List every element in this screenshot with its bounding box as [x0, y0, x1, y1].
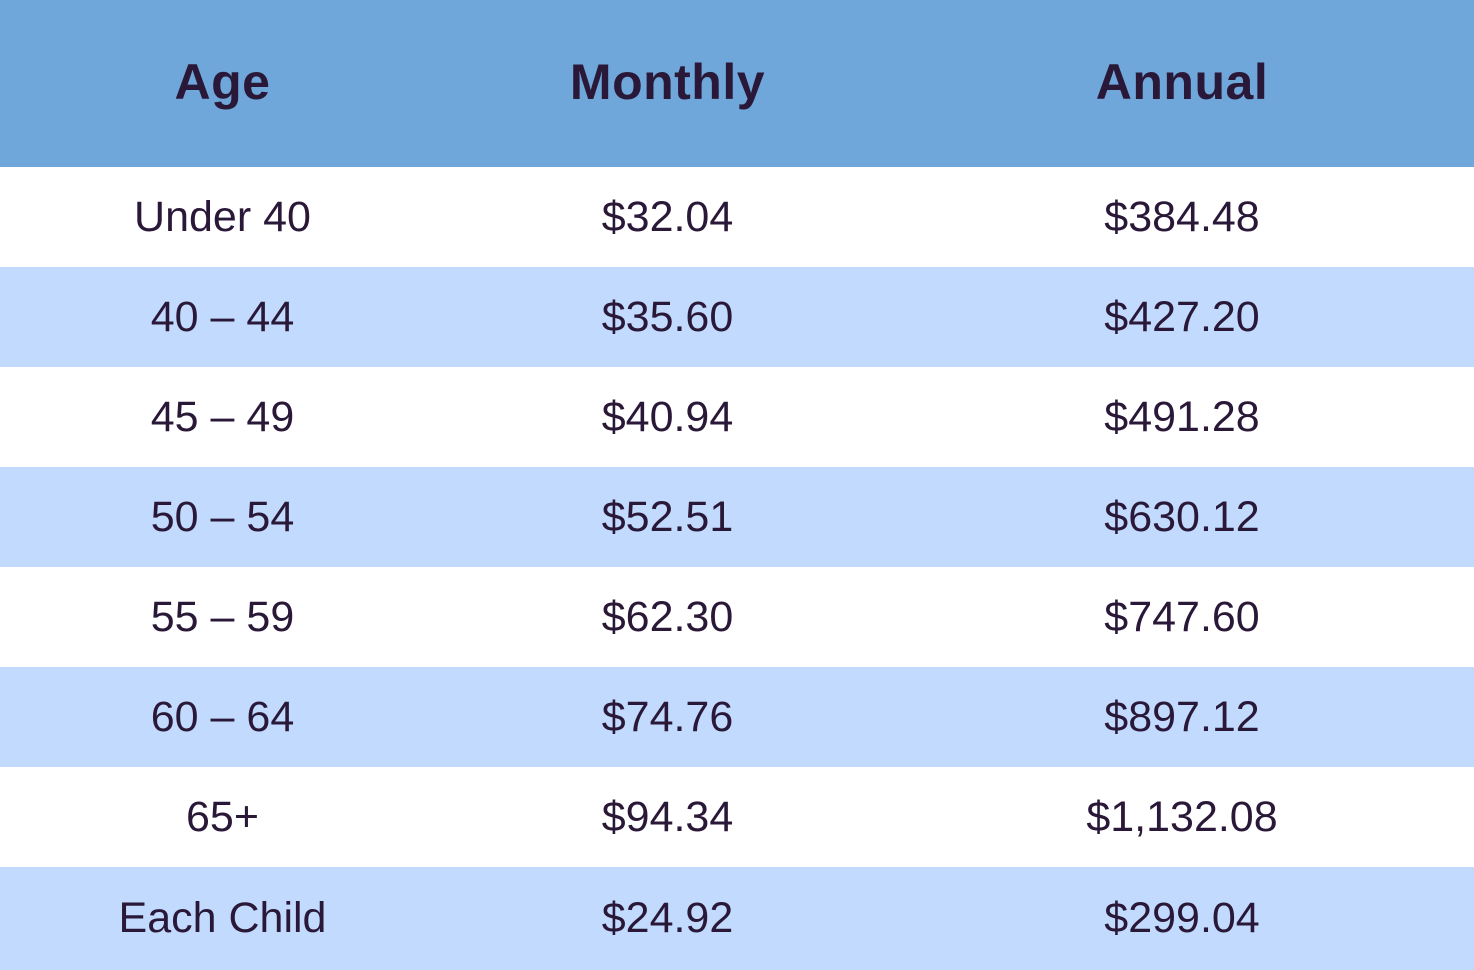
monthly-cell: $52.51: [601, 492, 734, 541]
age-cell: 65+: [186, 792, 259, 841]
monthly-cell: $24.92: [601, 894, 734, 942]
annual-cell: $299.04: [1104, 894, 1260, 942]
age-cell: 45 – 49: [150, 392, 295, 441]
monthly-cell: $62.30: [601, 592, 734, 641]
table-header: Age Monthly Annual: [0, 0, 1474, 167]
table-row: 55 – 59 $62.30 $747.60: [0, 567, 1474, 667]
monthly-cell: $94.34: [601, 792, 734, 841]
table-row: Each Child $24.92 $299.04: [0, 867, 1474, 970]
table-row: Under 40 $32.04 $384.48: [0, 167, 1474, 267]
annual-cell: $1,132.08: [1086, 792, 1278, 841]
annual-cell: $747.60: [1104, 592, 1260, 641]
age-cell: Each Child: [118, 894, 327, 942]
table-row: 45 – 49 $40.94 $491.28: [0, 367, 1474, 467]
monthly-cell: $32.04: [601, 192, 734, 241]
monthly-cell: $74.76: [601, 692, 734, 741]
annual-cell: $630.12: [1104, 492, 1260, 541]
age-cell: 50 – 54: [150, 492, 295, 541]
annual-cell: $491.28: [1104, 392, 1260, 441]
age-cell: 60 – 64: [150, 692, 295, 741]
annual-cell: $384.48: [1104, 192, 1260, 241]
annual-cell: $427.20: [1104, 292, 1260, 341]
table-row: 60 – 64 $74.76 $897.12: [0, 667, 1474, 767]
age-cell: 40 – 44: [150, 292, 295, 341]
annual-cell: $897.12: [1104, 692, 1260, 741]
monthly-cell: $40.94: [601, 392, 734, 441]
age-cell: Under 40: [134, 192, 311, 241]
table-row: 40 – 44 $35.60 $427.20: [0, 267, 1474, 367]
table-row: 50 – 54 $52.51 $630.12: [0, 467, 1474, 567]
header-monthly: Monthly: [569, 53, 766, 110]
monthly-cell: $35.60: [601, 292, 734, 341]
table-row: 65+ $94.34 $1,132.08: [0, 767, 1474, 867]
age-cell: 55 – 59: [150, 592, 295, 641]
header-annual: Annual: [1095, 53, 1269, 110]
header-age: Age: [174, 53, 271, 110]
